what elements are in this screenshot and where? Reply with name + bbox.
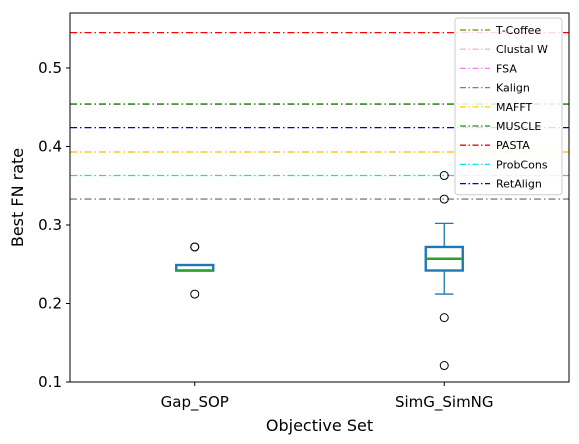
outlier-point: [439, 194, 449, 204]
outlier-point: [439, 361, 449, 371]
legend-label-muscle: MUSCLE: [496, 120, 541, 133]
legend-label-probcons: ProbCons: [496, 158, 548, 171]
legend-label-mafft: MAFFT: [496, 101, 532, 114]
x-tick-label: Gap_SOP: [161, 393, 229, 412]
outlier-point: [190, 242, 200, 252]
legend: T-Coffee Clustal W FSA Kalign MAFFT MUSCLE PAS…: [454, 17, 563, 196]
axes: 0.1 0.2 0.3 0.4 0.5 Gap_SOP SimG_SimNG: [38, 12, 570, 412]
y-tick-label: 0.3: [38, 216, 62, 234]
legend-label-fsa: FSA: [496, 62, 517, 75]
reference-lines: [70, 31, 569, 200]
y-axis-label: Best FN rate: [8, 148, 27, 247]
plot-frame: [69, 12, 570, 383]
legend-label-t-coffee: T-Coffee: [495, 24, 541, 37]
legend-label-kalign: Kalign: [496, 82, 530, 95]
box-simg-simng: [424, 171, 464, 371]
y-tick-label: 0.1: [38, 373, 62, 391]
legend-label-retalign: RetAlign: [496, 178, 542, 191]
x-axis-label: Objective Set: [266, 416, 373, 435]
box-gap-sop: [175, 242, 215, 299]
outlier-point: [190, 289, 200, 299]
y-tick-label: 0.5: [38, 59, 62, 77]
legend-label-clustal-w: Clustal W: [496, 43, 548, 56]
y-tick-label: 0.2: [38, 294, 62, 312]
box-plots: [175, 171, 464, 371]
y-tick-label: 0.4: [38, 137, 62, 155]
outlier-point: [439, 313, 449, 323]
legend-box: [454, 17, 563, 196]
x-tick-label: SimG_SimNG: [395, 393, 494, 412]
legend-label-pasta: PASTA: [496, 139, 530, 152]
outlier-point: [439, 171, 449, 181]
